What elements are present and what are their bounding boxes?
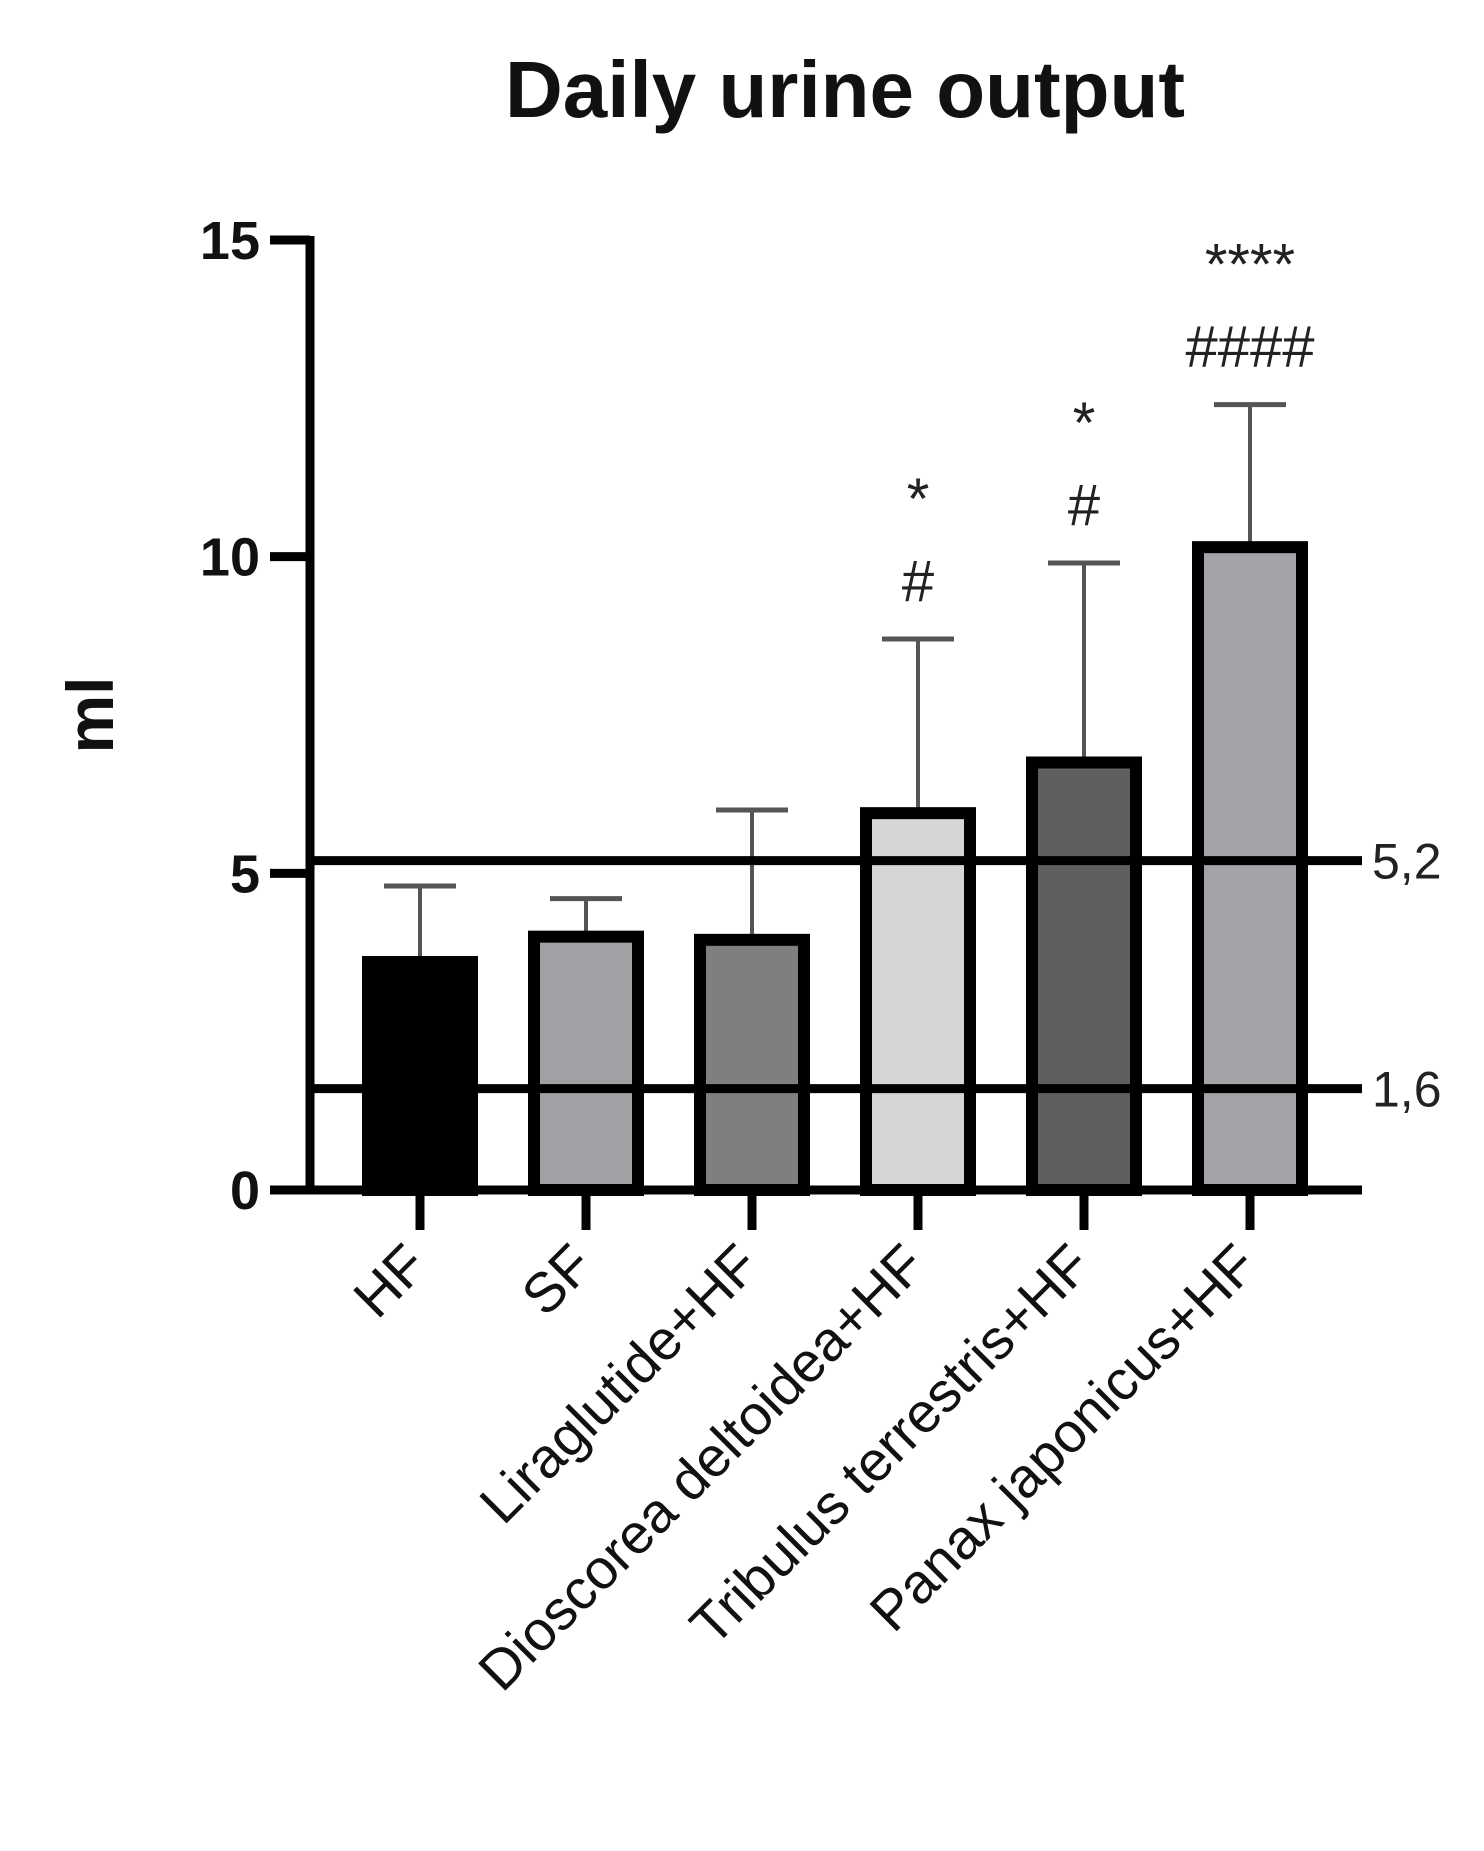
bar-2 xyxy=(694,933,810,1196)
y-tick-label-1: 5 xyxy=(230,844,260,904)
bar-5 xyxy=(1192,541,1308,1196)
x-tick-label-2: Liraglutide+HF xyxy=(467,1232,770,1535)
significance-hash-2: #### xyxy=(1185,315,1314,380)
y-tick-label-2: 10 xyxy=(200,528,260,588)
y-tick-label-0: 0 xyxy=(230,1161,260,1221)
significance-hash-0: # xyxy=(902,549,934,614)
significance-star-0: * xyxy=(907,467,930,532)
significance-star-1: * xyxy=(1073,391,1096,456)
reference-label-1: 1,6 xyxy=(1372,1062,1442,1118)
significance-hash-1: # xyxy=(1068,473,1100,538)
x-tick-label-0: HF xyxy=(341,1232,438,1329)
bar-0 xyxy=(362,956,478,1196)
x-tick-label-1: SF xyxy=(509,1232,604,1327)
bar-4 xyxy=(1026,756,1142,1196)
y-axis-label: ml xyxy=(53,676,127,753)
chart-title: Daily urine output xyxy=(505,45,1185,134)
significance-star-2: **** xyxy=(1205,233,1295,298)
reference-label-0: 5,2 xyxy=(1372,834,1442,890)
bar-1 xyxy=(528,930,644,1197)
y-tick-label-3: 15 xyxy=(200,211,260,271)
bar-3 xyxy=(860,807,976,1197)
